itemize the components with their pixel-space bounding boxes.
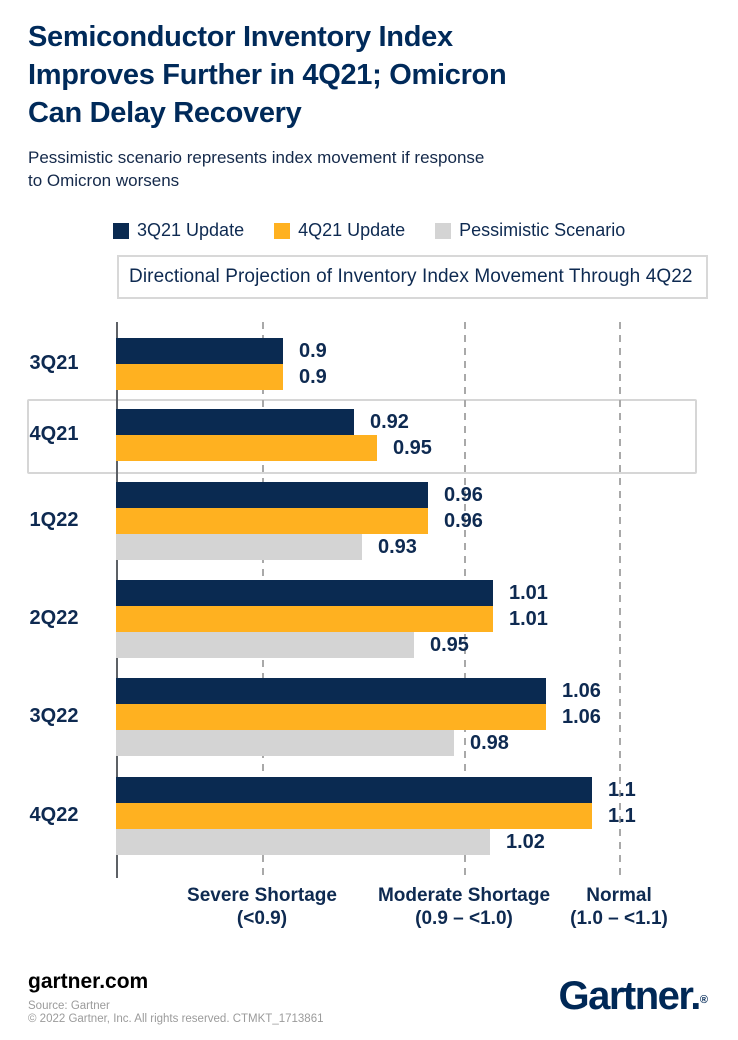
x-zone-name: Moderate Shortage (377, 885, 551, 906)
bar-3q21-4q21-update (116, 364, 283, 390)
title-line-2: Improves Further in 4Q21; Omicron (28, 59, 507, 91)
bar-1q22-3q21-update (116, 482, 428, 508)
category-label-3q22: 3Q22 (29, 705, 79, 727)
bar-4q21-3q21-update (116, 409, 354, 435)
page-title: Semiconductor Inventory Index Improves F… (28, 18, 688, 132)
subtitle-line-1: Pessimistic scenario represents index mo… (28, 148, 485, 167)
legend-item-4q21-update: 4Q21 Update (274, 220, 405, 241)
x-zone-label-2: Normal (1.0 – <1.1) (509, 884, 729, 930)
value-label-2q22-0: 1.01 (509, 582, 548, 604)
gartner-logo: Gartner.® (558, 974, 708, 1019)
bar-3q22-3q21-update (116, 678, 546, 704)
legend-swatch-gray-icon (435, 222, 452, 239)
x-zone-name: Severe Shortage (187, 885, 337, 906)
source-note: Source: Gartner (28, 1000, 110, 1012)
legend-item-pessimistic-scenario: Pessimistic Scenario (435, 220, 625, 241)
subtitle-line-2: to Omicron worsens (28, 171, 180, 190)
chart-legend: 3Q21 Update 4Q21 Update Pessimistic Scen… (113, 220, 625, 241)
value-label-4q22-2: 1.02 (506, 831, 545, 853)
legend-swatch-navy-icon (113, 222, 129, 239)
legend-item-3q21-update: 3Q21 Update (113, 220, 244, 241)
value-label-3q21-0: 0.9 (299, 340, 327, 362)
bar-2q22-4q21-update (116, 606, 493, 632)
bar-2q22-3q21-update (116, 580, 493, 606)
category-label-2q22: 2Q22 (29, 607, 79, 629)
bar-4q22-4q21-update (116, 803, 592, 829)
value-label-4q22-0: 1.1 (608, 779, 636, 801)
x-zone-name: Normal (586, 885, 652, 906)
value-label-4q22-1: 1.1 (608, 805, 636, 827)
value-label-3q21-1: 0.9 (299, 366, 327, 388)
legend-label: 3Q21 Update (137, 220, 245, 240)
bar-4q22-3q21-update (116, 777, 592, 803)
x-zone-range: (<0.9) (236, 908, 288, 929)
bar-3q21-3q21-update (116, 338, 283, 364)
category-label-1q22: 1Q22 (29, 509, 79, 531)
gartner-logo-text: Gartner. (558, 974, 701, 1018)
value-label-3q22-0: 1.06 (562, 680, 601, 702)
category-label-3q21: 3Q21 (29, 352, 79, 374)
legend-label: Pessimistic Scenario (459, 220, 626, 240)
bar-1q22-pessimistic-scenario (116, 534, 362, 560)
gartner-com-link: gartner.com (28, 970, 149, 993)
legend-label: 4Q21 Update (298, 220, 406, 240)
projection-callout-text: Directional Projection of Inventory Inde… (129, 266, 693, 287)
legend-swatch-orange-icon (274, 222, 291, 239)
value-label-4q21-0: 0.92 (370, 411, 409, 433)
copyright-note: © 2022 Gartner, Inc. All rights reserved… (28, 1013, 324, 1025)
value-label-1q22-2: 0.93 (378, 536, 417, 558)
x-zone-range: (1.0 – <1.1) (570, 908, 668, 929)
category-label-4q22: 4Q22 (29, 804, 79, 826)
bar-4q22-pessimistic-scenario (116, 829, 490, 855)
value-label-1q22-1: 0.96 (444, 510, 483, 532)
value-label-4q21-1: 0.95 (393, 437, 432, 459)
dashed-gridline-2 (619, 322, 621, 878)
highlight-box-4q21 (27, 399, 697, 474)
value-label-3q22-2: 0.98 (470, 732, 509, 754)
value-label-1q22-0: 0.96 (444, 484, 483, 506)
registered-trademark-icon: ® (699, 994, 708, 1006)
bar-4q21-4q21-update (116, 435, 377, 461)
page-subtitle: Pessimistic scenario represents index mo… (28, 146, 648, 192)
bar-2q22-pessimistic-scenario (116, 632, 414, 658)
title-line-3: Can Delay Recovery (28, 97, 302, 129)
value-label-2q22-1: 1.01 (509, 608, 548, 630)
bar-3q22-4q21-update (116, 704, 546, 730)
bar-1q22-4q21-update (116, 508, 428, 534)
x-zone-label-0: Severe Shortage (<0.9) (152, 884, 372, 930)
x-zone-range: (0.9 – <1.0) (415, 908, 513, 929)
value-label-3q22-1: 1.06 (562, 706, 601, 728)
value-label-2q22-2: 0.95 (430, 634, 469, 656)
projection-callout-box: Directional Projection of Inventory Inde… (117, 255, 708, 299)
x-zone-label-1: Moderate Shortage (0.9 – <1.0) (354, 884, 574, 930)
bar-3q22-pessimistic-scenario (116, 730, 454, 756)
title-line-1: Semiconductor Inventory Index (28, 21, 453, 53)
category-label-4q21: 4Q21 (29, 423, 79, 445)
